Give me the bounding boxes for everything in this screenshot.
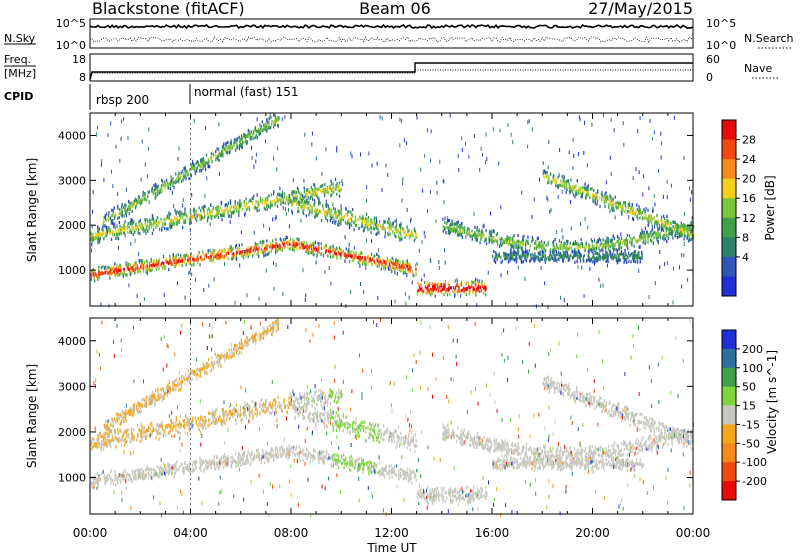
velocity-panel: 1000 2000 3000 4000 Slant Range [km] 200 100… — [25, 317, 779, 518]
nsky-label: N.Sky — [4, 32, 36, 45]
colorbar-segment — [722, 481, 736, 501]
colorbar-segment — [722, 405, 736, 425]
colorbar-segment — [722, 424, 736, 444]
colorbar-tick-label: 16 — [742, 192, 756, 205]
cpid-label: CPID — [4, 90, 33, 103]
colorbar-segment — [722, 120, 736, 140]
x-tick-label: 00:00 — [676, 526, 711, 540]
station-title: Blackstone (fitACF) — [92, 0, 245, 18]
nsky-line — [89, 23, 694, 30]
y-tick-label: 4000 — [58, 129, 86, 142]
freq-line — [89, 62, 693, 81]
colorbar-segment — [722, 276, 736, 297]
time-axis-label: Time UT — [366, 541, 417, 554]
y-tick-label: 2000 — [58, 426, 86, 439]
power-ylabel: Slant Range [km] — [25, 158, 39, 262]
x-tick-label: 16:00 — [475, 526, 510, 540]
colorbar-segment — [722, 367, 736, 387]
power-panel: 1000 2000 3000 4000 Slant Range [km] 28 24 20… — [25, 112, 777, 310]
cpid-mode-0: rbsp 200 — [96, 93, 149, 107]
date-title: 27/May/2015 — [588, 0, 693, 18]
y-tick-label: 1000 — [58, 264, 86, 277]
x-tick-label: 04:00 — [173, 526, 208, 540]
colorbar-tick-label: -15 — [742, 418, 760, 431]
beam-title: Beam 06 — [359, 0, 431, 18]
velocity-ylabel: Slant Range [km] — [25, 364, 39, 468]
nsky-tick-bottom: 10^0 — [56, 39, 86, 52]
colorbar-segment — [722, 159, 736, 179]
y-tick-label: 2000 — [58, 219, 86, 232]
freq-tick-bottom: 8 — [79, 71, 86, 84]
colorbar-tick-label: 28 — [742, 134, 756, 147]
x-tick-label: 12:00 — [374, 526, 409, 540]
colorbar-tick-label: -50 — [742, 437, 760, 450]
cpid-mode-1: normal (fast) 151 — [194, 85, 298, 99]
colorbar-segment — [722, 348, 736, 369]
colorbar-tick-label: -100 — [742, 456, 767, 469]
colorbar-segment — [722, 330, 736, 350]
nsearch-line — [89, 36, 694, 43]
colorbar-tick-label: 15 — [742, 400, 756, 413]
colorbar-segment — [722, 198, 736, 219]
nsearch-tick-top: 10^5 — [706, 17, 736, 30]
freq-label-line1: Freq. — [4, 53, 31, 66]
y-tick-label: 4000 — [58, 335, 86, 348]
sky-panel: N.Sky 10^5 10^0 10^5 10^0 N.Search — [4, 17, 794, 52]
y-tick-label: 3000 — [58, 380, 86, 393]
colorbar-tick-label: 24 — [742, 153, 756, 166]
colorbar-segment — [722, 237, 736, 258]
colorbar-tick-label: 8 — [742, 231, 749, 244]
colorbar-tick-label: 200 — [742, 343, 763, 356]
colorbar-tick-label: 50 — [742, 381, 756, 394]
freq-tick-top: 18 — [72, 53, 86, 66]
freq-panel: Freq. [MHz] 18 8 60 0 Nave — [4, 53, 780, 84]
colorbar-segment — [722, 443, 736, 463]
colorbar-tick-label: 20 — [742, 173, 756, 186]
nave-tick-bottom: 0 — [706, 71, 713, 84]
nsearch-label: N.Search — [744, 32, 794, 45]
colorbar-segment — [722, 217, 736, 238]
y-tick-label: 3000 — [58, 174, 86, 187]
velocity-cbar-label: Velocity [m s^-1] — [765, 350, 779, 454]
x-tick-label: 08:00 — [274, 526, 309, 540]
power-cbar-label: Power [dB] — [763, 175, 777, 240]
nave-label: Nave — [744, 62, 772, 75]
colorbar-tick-label: 4 — [742, 251, 749, 264]
nsky-tick-top: 10^5 — [56, 17, 86, 30]
x-tick-label: 20:00 — [575, 526, 610, 540]
colorbar-tick-label: 12 — [742, 212, 756, 225]
colorbar-tick-label: 100 — [742, 362, 763, 375]
colorbar-segment — [722, 386, 736, 406]
x-tick-label: 00:00 — [73, 526, 108, 540]
colorbar-segment — [722, 462, 736, 482]
colorbar-tick-label: -200 — [742, 475, 767, 488]
colorbar-segment — [722, 178, 736, 199]
cpid-panel: CPID rbsp 200 normal (fast) 151 — [4, 84, 298, 110]
colorbar-segment — [722, 139, 736, 160]
nave-tick-top: 60 — [706, 53, 720, 66]
colorbar-segment — [722, 256, 736, 277]
nsearch-tick-bottom: 10^0 — [706, 39, 736, 52]
freq-label-line2: [MHz] — [4, 67, 36, 80]
y-tick-label: 1000 — [58, 472, 86, 485]
